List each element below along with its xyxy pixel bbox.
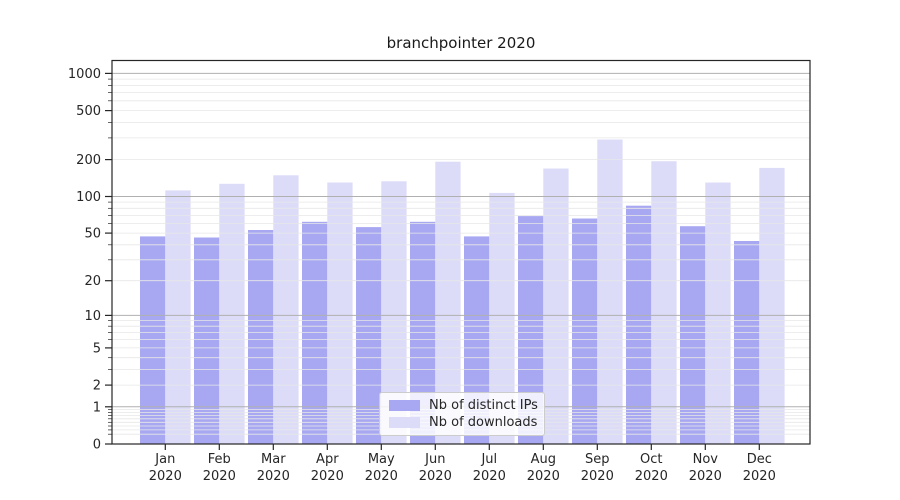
legend-entry-downloads: Nb of downloads [389, 415, 538, 430]
x-tick-label-month: Jul [480, 452, 497, 467]
x-tick-label-year: 2020 [311, 469, 344, 484]
y-tick-label: 50 [84, 227, 101, 242]
x-tick-label-month: Jan [154, 452, 175, 467]
chart-title: branchpointer 2020 [386, 34, 536, 52]
bar-downloads-sep [597, 139, 623, 444]
legend: Nb of distinct IPs Nb of downloads [379, 392, 545, 436]
bar-downloads-apr [327, 182, 353, 444]
x-tick-label-year: 2020 [149, 469, 182, 484]
legend-label-downloads: Nb of downloads [429, 415, 538, 430]
y-tick-label: 500 [76, 104, 101, 119]
x-tick-label-month: Oct [640, 452, 662, 467]
legend-swatch-downloads [389, 417, 420, 428]
legend-label-distinct-ips: Nb of distinct IPs [429, 398, 538, 413]
x-tick-label-year: 2020 [473, 469, 506, 484]
bar-downloads-mar [273, 175, 299, 445]
y-tick-label: 1 [93, 400, 101, 415]
bar-downloads-nov [705, 182, 731, 444]
bar-ips-mar [248, 230, 274, 444]
x-tick-label-year: 2020 [419, 469, 452, 484]
bar-downloads-jan [165, 190, 191, 444]
bar-downloads-feb [219, 183, 245, 445]
bar-ips-may [356, 227, 382, 444]
legend-entry-distinct-ips: Nb of distinct IPs [389, 398, 538, 413]
bar-ips-feb [194, 237, 220, 444]
x-tick-label-year: 2020 [743, 469, 776, 484]
bar-downloads-oct [651, 161, 677, 444]
x-tick-label-year: 2020 [635, 469, 668, 484]
x-tick-label-month: May [368, 452, 395, 467]
y-tick-label: 20 [84, 274, 101, 289]
bar-ips-nov [680, 226, 706, 444]
x-tick-label-month: Nov [693, 452, 719, 467]
x-tick-label-year: 2020 [257, 469, 290, 484]
bar-ips-oct [626, 205, 652, 444]
y-tick-label: 1000 [68, 67, 101, 82]
x-tick-label-year: 2020 [203, 469, 236, 484]
x-tick-label-month: Mar [261, 452, 286, 467]
x-tick-label-year: 2020 [581, 469, 614, 484]
plot-border [111, 59, 811, 445]
x-tick-label-year: 2020 [365, 469, 398, 484]
y-tick-label: 200 [76, 153, 101, 168]
x-tick-label-month: Dec [747, 452, 772, 467]
y-tick-label: 2 [93, 379, 101, 394]
x-tick-label-month: Jun [424, 452, 445, 467]
x-tick-label-month: Aug [531, 452, 556, 467]
x-tick-label-year: 2020 [689, 469, 722, 484]
y-tick-label: 10 [84, 309, 101, 324]
y-tick-label: 0 [93, 438, 101, 453]
bar-downloads-dec [759, 167, 785, 444]
y-tick-label: 5 [93, 341, 101, 356]
x-tick-label-year: 2020 [527, 469, 560, 484]
x-tick-label-month: Feb [208, 452, 231, 467]
bar-downloads-aug [543, 168, 569, 444]
x-tick-label-month: Sep [585, 452, 610, 467]
x-tick-label-month: Apr [316, 452, 339, 467]
bar-ips-sep [572, 218, 598, 444]
legend-swatch-distinct-ips [389, 400, 420, 411]
y-tick-label: 100 [76, 190, 101, 205]
bar-ips-dec [734, 241, 760, 444]
